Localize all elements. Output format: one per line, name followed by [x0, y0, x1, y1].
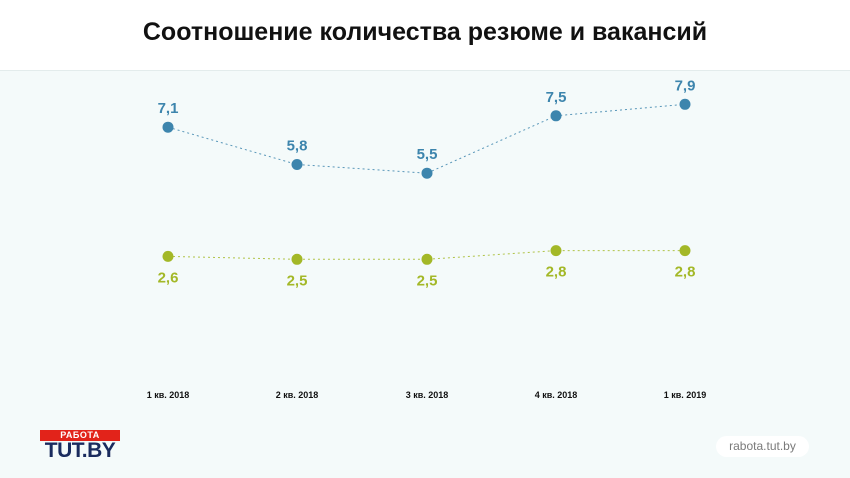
- page-title: Соотношение количества резюме и вакансий: [142, 18, 708, 46]
- series-1-data-label: 7,9: [675, 77, 696, 94]
- series-2-data-label: 2,5: [287, 272, 308, 289]
- site-link[interactable]: rabota.tut.by: [716, 436, 809, 457]
- series-2-data-label: 2,8: [675, 264, 696, 281]
- series-1-data-label: 5,8: [287, 138, 308, 155]
- series-1-data-label: 7,1: [158, 100, 179, 117]
- x-tick-label: 1 кв. 2018: [147, 390, 190, 400]
- series-1-point: [162, 121, 174, 133]
- series-2-point: [679, 245, 691, 257]
- series-1-data-label: 5,5: [417, 146, 438, 163]
- logo-badge: РАБОТА: [40, 430, 120, 441]
- series-2-line: [167, 250, 685, 260]
- x-tick-label: 1 кв. 2019: [664, 390, 707, 400]
- series-2-data-label: 2,8: [546, 264, 567, 281]
- series-1-point: [291, 159, 303, 170]
- series-1-data-label: 7,5: [546, 89, 567, 106]
- series-2-data-label: 2,6: [158, 269, 179, 286]
- series-2-point: [162, 250, 174, 262]
- header-bar: Соотношение количества резюме и вакансий: [0, 0, 850, 71]
- series-1-point: [550, 110, 562, 122]
- series-2-point: [421, 253, 433, 265]
- series-1-point: [421, 167, 433, 179]
- x-tick-label: 3 кв. 2018: [406, 390, 449, 400]
- x-tick-label: 2 кв. 2018: [276, 390, 319, 400]
- series-2-point: [550, 245, 562, 257]
- series-2-data-label: 2,5: [417, 272, 438, 289]
- series-1-point: [679, 98, 691, 110]
- logo-text: TUT.BY: [44, 439, 116, 462]
- series-2-point: [291, 253, 303, 265]
- logo[interactable]: РАБОТА TUT.BY: [38, 430, 122, 462]
- x-tick-label: 4 кв. 2018: [535, 390, 578, 400]
